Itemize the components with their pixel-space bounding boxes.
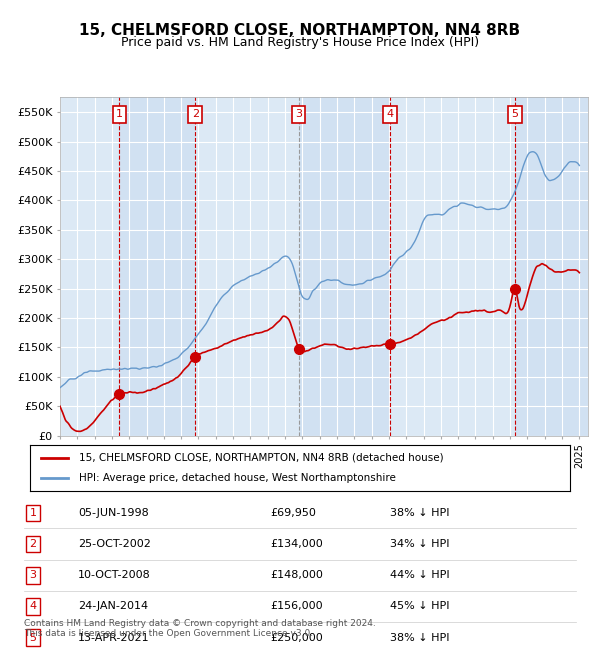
Text: 13-APR-2021: 13-APR-2021 [78, 632, 149, 643]
Text: 05-JUN-1998: 05-JUN-1998 [78, 508, 149, 518]
Text: 38% ↓ HPI: 38% ↓ HPI [390, 508, 449, 518]
Text: 1: 1 [116, 109, 123, 120]
Text: 45% ↓ HPI: 45% ↓ HPI [390, 601, 449, 612]
Text: Contains HM Land Registry data © Crown copyright and database right 2024.
This d: Contains HM Land Registry data © Crown c… [24, 619, 376, 638]
Text: 24-JAN-2014: 24-JAN-2014 [78, 601, 148, 612]
Text: 3: 3 [295, 109, 302, 120]
Bar [299, 98, 390, 436]
Text: 15, CHELMSFORD CLOSE, NORTHAMPTON, NN4 8RB (detached house): 15, CHELMSFORD CLOSE, NORTHAMPTON, NN4 8… [79, 453, 443, 463]
Text: 10-OCT-2008: 10-OCT-2008 [78, 570, 151, 580]
Text: £250,000: £250,000 [270, 632, 323, 643]
Text: 5: 5 [29, 632, 37, 643]
Text: 4: 4 [29, 601, 37, 612]
Text: 2: 2 [29, 539, 37, 549]
Text: 34% ↓ HPI: 34% ↓ HPI [390, 539, 449, 549]
Text: 5: 5 [511, 109, 518, 120]
Text: £148,000: £148,000 [270, 570, 323, 580]
Text: £156,000: £156,000 [270, 601, 323, 612]
Text: 15, CHELMSFORD CLOSE, NORTHAMPTON, NN4 8RB: 15, CHELMSFORD CLOSE, NORTHAMPTON, NN4 8… [79, 23, 521, 38]
Text: 1: 1 [29, 508, 37, 518]
Text: 2: 2 [192, 109, 199, 120]
Text: £69,950: £69,950 [270, 508, 316, 518]
Text: 3: 3 [29, 570, 37, 580]
Text: 38% ↓ HPI: 38% ↓ HPI [390, 632, 449, 643]
Text: 25-OCT-2002: 25-OCT-2002 [78, 539, 151, 549]
Text: Price paid vs. HM Land Registry's House Price Index (HPI): Price paid vs. HM Land Registry's House … [121, 36, 479, 49]
Text: HPI: Average price, detached house, West Northamptonshire: HPI: Average price, detached house, West… [79, 473, 395, 483]
Text: £134,000: £134,000 [270, 539, 323, 549]
Text: 44% ↓ HPI: 44% ↓ HPI [390, 570, 449, 580]
Bar [515, 98, 588, 436]
Bar [119, 98, 196, 436]
Text: 4: 4 [386, 109, 394, 120]
